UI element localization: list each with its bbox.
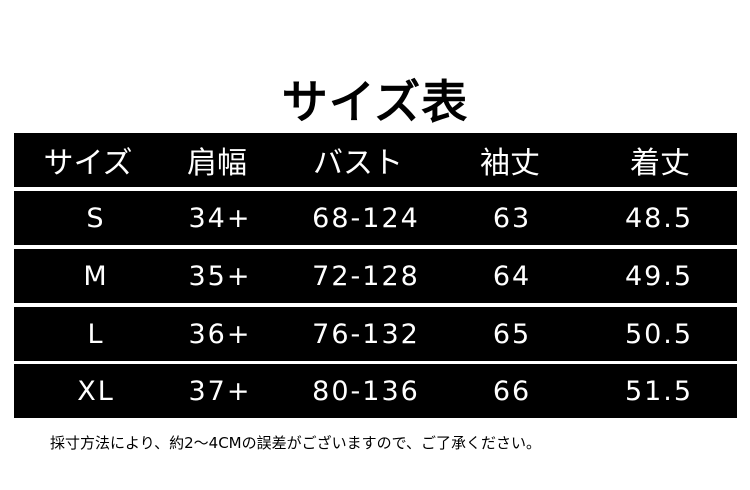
cell-shoulder: 37+ (188, 375, 252, 407)
cell-sleeve: 63 (492, 202, 532, 234)
table-row: L 36+ 76-132 65 50.5 (14, 307, 737, 361)
cell-length: 48.5 (624, 202, 694, 234)
table-row: S 34+ 68-124 63 48.5 (14, 191, 737, 245)
cell-length: 51.5 (624, 375, 694, 407)
cell-length: 49.5 (624, 260, 694, 292)
cell-bust: 72-128 (312, 260, 420, 292)
cell-length: 50.5 (624, 318, 694, 350)
header-length: 着丈 (630, 146, 690, 181)
cell-shoulder: 34+ (188, 202, 252, 234)
cell-sleeve: 64 (492, 260, 532, 292)
cell-shoulder: 35+ (188, 260, 252, 292)
table-row: XL 37+ 80-136 66 51.5 (14, 364, 737, 418)
cell-bust: 68-124 (312, 202, 420, 234)
cell-sleeve: 65 (492, 318, 532, 350)
header-bust: バスト (313, 146, 403, 181)
header-shoulder: 肩幅 (187, 146, 247, 181)
measurement-note: 採寸方法により、約2～4CMの誤差がございますので、ご了承ください。 (50, 434, 542, 452)
header-sleeve: 袖丈 (480, 146, 540, 181)
table-row: M 35+ 72-128 64 49.5 (14, 249, 737, 303)
cell-size: XL (77, 375, 115, 407)
cell-shoulder: 36+ (188, 318, 252, 350)
header-size: サイズ (43, 146, 133, 181)
cell-size: S (86, 202, 106, 234)
cell-size: M (83, 260, 109, 292)
cell-bust: 76-132 (312, 318, 420, 350)
cell-bust: 80-136 (312, 375, 420, 407)
cell-size: L (87, 318, 105, 350)
chart-title: サイズ表 (281, 75, 469, 129)
header-row: サイズ 肩幅 バスト 袖丈 着丈 (14, 133, 737, 187)
cell-sleeve: 66 (492, 375, 532, 407)
